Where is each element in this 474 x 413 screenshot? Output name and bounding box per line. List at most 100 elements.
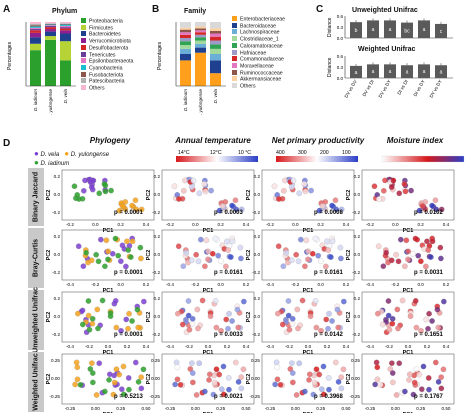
phylum-legend-item: Cyanobacteria xyxy=(81,64,133,72)
pcoa-point xyxy=(118,328,124,334)
pcoa-point xyxy=(425,375,432,381)
pcoa-point xyxy=(374,376,381,383)
pcoa-point xyxy=(438,255,444,262)
x-tick: -0.4 xyxy=(66,344,74,349)
legend-text: Clostridiaceae_1 xyxy=(240,36,279,43)
stack-segment xyxy=(30,26,41,28)
p-value: p = 0.0142 xyxy=(314,332,344,338)
pcoa-point xyxy=(213,324,220,331)
legend-swatch xyxy=(81,64,86,70)
pcoa-point xyxy=(432,197,439,204)
y-tick: -0.2 xyxy=(152,332,160,337)
pcoa-point xyxy=(293,251,299,258)
pcoa-point xyxy=(299,297,306,304)
legend-swatch xyxy=(232,22,237,28)
legend-text: Tenericutes xyxy=(89,52,116,59)
pcoa-point xyxy=(129,202,135,209)
pcoa-point xyxy=(305,256,311,263)
x-tick: 0.2 xyxy=(343,282,350,287)
family-legend-item: Clostridiaceae_1 xyxy=(232,36,285,43)
pcoa-point xyxy=(338,385,345,392)
pcoa-point xyxy=(212,235,219,242)
pcoa-point xyxy=(218,258,224,265)
pcoa-point xyxy=(241,298,247,305)
c-letter: a xyxy=(355,70,358,76)
pcoa-point xyxy=(83,249,89,256)
pcoa-point xyxy=(388,184,395,190)
pcoa-point xyxy=(308,187,314,194)
p-value: p = 0.0033 xyxy=(214,332,244,338)
pc1-label: PC1 xyxy=(403,228,414,234)
stack-segment xyxy=(180,29,191,33)
pcoa-point xyxy=(113,324,120,331)
y-tick: 0.25 xyxy=(51,358,60,363)
c-letter: a xyxy=(372,27,375,33)
pcoa-point xyxy=(129,238,136,245)
pcoa-point xyxy=(301,181,308,187)
stack-segment xyxy=(30,32,41,38)
y-tick: -0.2 xyxy=(152,270,160,275)
pcoa-point xyxy=(426,310,432,317)
pcoa-plot: p = 0.0161 -0.4 -0.2 0.0 0.2 PC1 0.2 0.0 -0.2 PC2 xyxy=(146,229,255,294)
pcoa-point xyxy=(102,388,108,395)
pcoa-point xyxy=(413,366,420,372)
pcoa-point xyxy=(89,320,96,327)
pcoa-point xyxy=(194,306,201,313)
c-letter: a xyxy=(423,69,426,75)
x-tick: 0.2 xyxy=(317,222,324,227)
pcoa-point xyxy=(341,298,347,305)
legend-text: Lachnospiraceae xyxy=(240,29,280,36)
pc1-label: PC1 xyxy=(303,228,314,234)
family-legend-item: Moraxellaceae xyxy=(232,62,285,70)
stack-segment xyxy=(30,23,41,26)
y-tick: -0.2 xyxy=(52,210,60,215)
pcoa-point xyxy=(79,321,86,328)
pcoa-point xyxy=(213,366,220,372)
pcoa-point xyxy=(187,366,194,372)
pcoa-point xyxy=(129,318,135,324)
legend-d-vela: D. vela xyxy=(40,152,60,158)
panel-b-chart: Percentages D. iadinum D. yulongense D. ve… xyxy=(157,22,226,115)
pcoa-point xyxy=(435,324,442,331)
pcoa-point xyxy=(232,197,239,204)
row-label-weighted-unifrac: Weighted Unifrac xyxy=(28,352,44,412)
stack-segment xyxy=(60,28,71,31)
pcoa-point xyxy=(76,196,82,202)
pcoa-point xyxy=(272,381,278,388)
pcoa-point xyxy=(280,263,287,269)
pcoa-point xyxy=(412,235,419,242)
pcoa-point xyxy=(116,207,123,214)
pcoa-point xyxy=(196,360,203,367)
npp-label-100: 100 xyxy=(342,150,351,156)
pcoa-plot: p = 0.1767 -0.25 0.00 0.25 0.50 PC1 0.25 0.00 -0… xyxy=(346,353,455,413)
pcoa-point xyxy=(95,325,101,332)
temp-label-14: 14°C xyxy=(178,150,190,156)
x-tick: 0.50 xyxy=(442,406,451,411)
panel-b-title: Family xyxy=(184,8,207,15)
pcoa-point xyxy=(296,190,303,197)
pcoa-point xyxy=(212,298,219,304)
pcoa-point xyxy=(225,375,232,381)
pcoa-point xyxy=(338,374,344,380)
pcoa-point xyxy=(401,181,408,187)
pcoa-point xyxy=(403,237,410,244)
sample-label: D. iadinum xyxy=(183,89,188,111)
stack-segment xyxy=(60,30,71,34)
sample-label: D. yulongense xyxy=(198,89,203,115)
pcoa-point xyxy=(298,236,304,243)
pcoa-point xyxy=(238,206,245,213)
npp-label-300: 300 xyxy=(298,150,307,156)
pcoa-point xyxy=(325,375,332,381)
x-tick: 0.2 xyxy=(243,282,250,287)
pcoa-point xyxy=(420,391,427,398)
stack-segment xyxy=(45,27,56,30)
c-letter: a xyxy=(423,27,426,33)
moisture-colorbar xyxy=(381,155,465,163)
x-tick: 0.2 xyxy=(124,344,131,349)
y-tick: -0.2 xyxy=(252,210,260,215)
pcoa-point xyxy=(396,190,403,197)
c-bar xyxy=(384,20,396,38)
family-legend-item: Bacteroidaceae xyxy=(232,22,285,30)
